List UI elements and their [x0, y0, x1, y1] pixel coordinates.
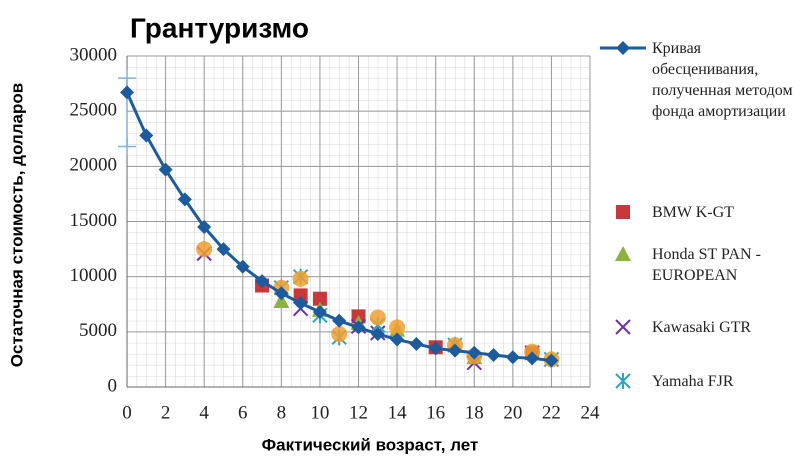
x-tick-label: 8: [277, 402, 287, 423]
x-tick-label: 4: [199, 402, 209, 423]
diamond-marker: [467, 345, 482, 360]
legend-label: Кривая обесценивания, полученная методом…: [652, 40, 793, 120]
square-marker: [616, 205, 630, 219]
legend-label: Yamaha FJR: [652, 373, 734, 390]
diamond-marker: [158, 162, 173, 177]
diamond-marker: [544, 353, 559, 368]
x-axis-label: Фактический возраст, лет: [262, 435, 479, 454]
y-tick-label: 20000: [70, 155, 118, 176]
y-tick-label: 25000: [70, 100, 118, 121]
y-axis-label: Остаточная стоимость, долларов: [7, 83, 26, 367]
x-tick-label: 18: [465, 402, 484, 423]
x-tick-label: 24: [581, 402, 601, 423]
diamond-marker: [332, 313, 347, 328]
square-marker: [312, 291, 327, 306]
diamond-marker: [486, 348, 501, 363]
x-tick-label: 6: [238, 402, 248, 423]
diamond-marker: [390, 332, 405, 347]
y-tick-label: 0: [108, 375, 118, 396]
x-tick-label: 16: [426, 402, 445, 423]
y-tick-label: 5000: [79, 320, 117, 341]
x-tick-label: 0: [122, 402, 132, 423]
triangle-marker: [273, 292, 290, 308]
error-cap: [118, 137, 136, 156]
y-tick-label: 15000: [70, 210, 118, 231]
circle-marker: [196, 241, 213, 258]
circle-marker: [369, 309, 386, 326]
diamond-marker: [197, 220, 212, 235]
circle-marker: [331, 326, 348, 343]
diamond-marker: [216, 242, 231, 257]
x-tick-label: 10: [310, 402, 329, 423]
circle-marker: [292, 270, 309, 287]
diamond-marker: [255, 274, 270, 289]
diamond-marker: [274, 286, 289, 301]
x-tick-label: 2: [161, 402, 171, 423]
x-tick-label: 20: [503, 402, 522, 423]
square-marker: [293, 288, 308, 303]
chart-title: Грантуризмо: [130, 12, 309, 43]
triangle-marker: [615, 246, 631, 261]
legend-label: Kawasaki GTR: [652, 319, 752, 336]
cross-marker: [615, 319, 631, 335]
diamond-marker: [177, 192, 192, 207]
legend-label: BMW K-GT: [652, 204, 734, 221]
diamond-marker: [525, 351, 540, 366]
diamond-marker: [120, 85, 134, 100]
diamond-marker: [312, 304, 327, 319]
diamond-marker: [293, 296, 308, 311]
diamond-marker: [139, 128, 154, 143]
asterisk-marker: [615, 373, 631, 389]
diamond-marker: [505, 350, 520, 365]
diamond-marker: [370, 327, 385, 342]
diamond-marker: [616, 41, 630, 55]
x-tick-label: 12: [349, 402, 368, 423]
diamond-marker: [409, 336, 424, 351]
legend-label: Honda ST PAN - EUROPEAN: [652, 246, 761, 284]
diamond-marker: [351, 320, 366, 335]
diamond-marker: [447, 343, 462, 358]
y-tick-label: 10000: [70, 265, 118, 286]
y-tick-label: 30000: [70, 44, 118, 65]
error-cap: [118, 69, 136, 88]
circle-marker: [389, 319, 406, 336]
diamond-marker: [428, 341, 443, 356]
x-tick-label: 22: [542, 402, 561, 423]
diamond-marker: [235, 259, 250, 274]
x-tick-label: 14: [388, 402, 408, 423]
